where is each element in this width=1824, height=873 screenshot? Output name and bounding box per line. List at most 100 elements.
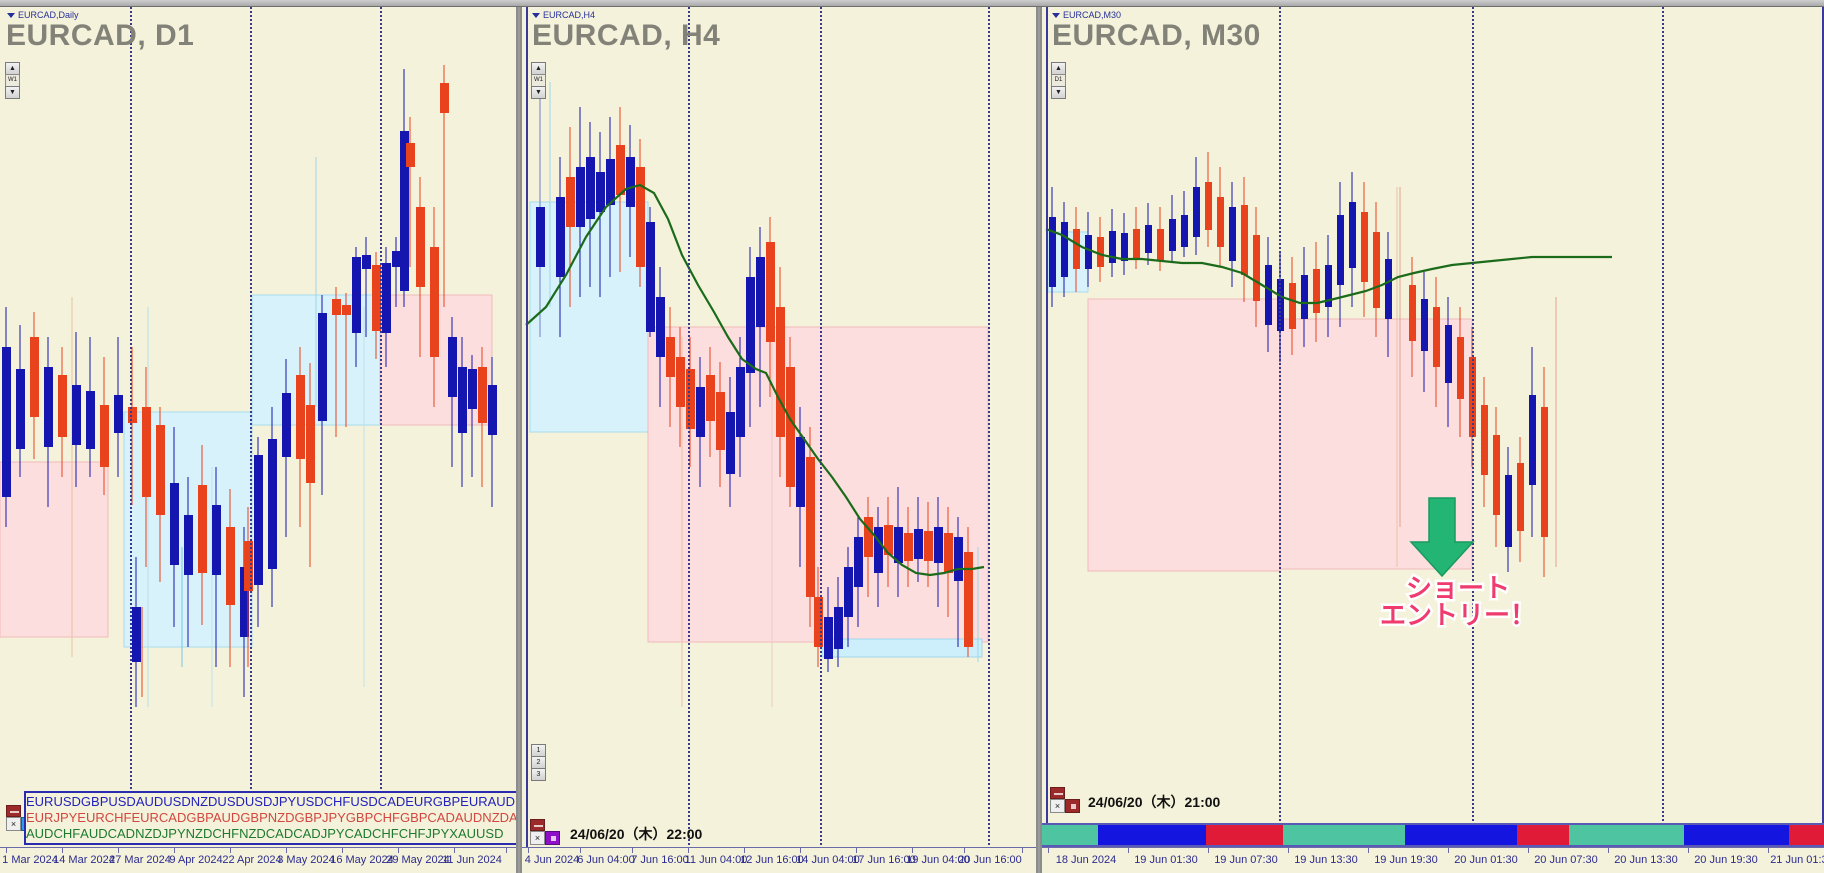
- pair-cell[interactable]: USDCHF: [296, 794, 351, 809]
- time-tick: 11 Jun 04:00: [684, 854, 748, 866]
- pair-cell[interactable]: NZDCAD: [239, 826, 294, 841]
- pair-cell[interactable]: AUDNZD: [454, 810, 510, 825]
- pair-cell[interactable]: GBPCAD: [399, 810, 455, 825]
- time-tick: 29 May 2024: [386, 854, 450, 866]
- pair-cell[interactable]: USDJPY: [244, 794, 297, 809]
- minimize-indicator-button-h4[interactable]: [530, 819, 545, 831]
- minimize-indicator-button-m30[interactable]: [1050, 787, 1065, 799]
- mini-label-text: EURCAD,H4: [543, 10, 596, 20]
- pair-cell[interactable]: GBPCHF: [345, 810, 400, 825]
- timeframe-stepper-m30[interactable]: ▲ D1 ▼: [1051, 62, 1066, 99]
- time-tick: 14 Jun 04:00: [796, 854, 860, 866]
- time-tick: 11 Jun 2024: [442, 854, 502, 866]
- period-separator: [1662, 7, 1664, 873]
- close-icon[interactable]: ×: [1050, 799, 1065, 813]
- down-arrow-icon: [1409, 497, 1475, 578]
- timeframe-down-button[interactable]: ▼: [1051, 86, 1066, 99]
- symbol-mini-label-h4[interactable]: EURCAD,H4: [532, 10, 595, 20]
- session-segment: [1516, 825, 1570, 845]
- pair-cell[interactable]: AUDCHF: [26, 826, 81, 841]
- pair-cell[interactable]: AUDUSD: [135, 794, 191, 809]
- pair-cell[interactable]: GBPJPY: [294, 810, 346, 825]
- close-icon[interactable]: ×: [530, 831, 545, 845]
- panel-divider: [1036, 7, 1038, 873]
- symbol-mini-label-m30[interactable]: EURCAD,M30: [1052, 10, 1121, 20]
- pair-cell[interactable]: CADCHF: [344, 826, 399, 841]
- chart-panel-h4[interactable]: EURCAD,H4 EURCAD, H4 ▲ W1 ▼ 1 2 3 × 24/0…: [520, 7, 1038, 873]
- timeframe-down-button[interactable]: ▼: [531, 86, 546, 99]
- time-tick: 7 Jun 16:00: [631, 854, 689, 866]
- chevron-down-icon[interactable]: [1052, 12, 1060, 18]
- pairs-row-cross-a[interactable]: EURJPY EURCHF EURCAD GBPAUD GBPNZD GBPJP…: [26, 810, 518, 826]
- session-segment: [1684, 825, 1790, 845]
- chevron-down-icon[interactable]: [532, 12, 540, 18]
- session-segment: [1282, 825, 1406, 845]
- time-tick: 17 Jun 16:00: [852, 854, 916, 866]
- pair-cell[interactable]: EURJPY: [26, 810, 78, 825]
- currency-pairs-matrix[interactable]: EURUSD GBPUSD AUDUSD NZDUSD USDJPY USDCH…: [24, 791, 518, 845]
- time-tick: 4 Jun 2024: [524, 854, 580, 866]
- session-segment: [1789, 825, 1824, 845]
- pairs-row-cross-b[interactable]: AUDCHF AUDCAD NZDJPY NZDCHF NZDCAD CADJP…: [26, 826, 518, 842]
- pair-cell[interactable]: NZDUSD: [190, 794, 245, 809]
- time-tick: 20 Jun 19:30: [1694, 854, 1758, 866]
- chevron-down-icon[interactable]: [7, 12, 15, 18]
- chart-canvas-d1[interactable]: EURCAD,Daily EURCAD, D1 ▲ W1 ▼ × EURUSD …: [0, 7, 518, 873]
- indicator-controls-h4[interactable]: ×: [530, 831, 560, 845]
- pair-cell[interactable]: GBPUSD: [80, 794, 136, 809]
- indicator-controls-m30[interactable]: ×: [1050, 799, 1080, 813]
- indicator-toggle-icon[interactable]: [1065, 799, 1080, 813]
- time-tick: 9 Apr 2024: [169, 854, 223, 866]
- panel-left-edge: [526, 7, 528, 873]
- pair-cell[interactable]: EURUSD: [26, 794, 81, 809]
- time-tick: 20 Jun 01:30: [1454, 854, 1518, 866]
- chart-panel-m30[interactable]: EURCAD,M30 EURCAD, M30 ▲ D1 ▼ ショート エントリー…: [1040, 7, 1824, 873]
- timeframe-down-button[interactable]: ▼: [5, 86, 20, 99]
- time-tick: 27 Mar 2024: [109, 854, 171, 866]
- time-axis-d1: 1 Mar 2024 14 Mar 2024 27 Mar 2024 9 Apr…: [0, 847, 518, 873]
- pair-cell[interactable]: NZDJPY: [135, 826, 186, 841]
- close-icon[interactable]: ×: [6, 817, 21, 831]
- timeframe-stepper-d1[interactable]: ▲ W1 ▼: [5, 62, 20, 99]
- chart-watermark-h4: EURCAD, H4: [532, 19, 721, 52]
- pair-cell[interactable]: EURCHF: [77, 810, 132, 825]
- pair-cell[interactable]: EURGBP: [405, 794, 461, 809]
- chart-canvas-h4[interactable]: EURCAD,H4 EURCAD, H4 ▲ W1 ▼ 1 2 3 × 24/0…: [522, 7, 1038, 873]
- session-segment: [1097, 825, 1207, 845]
- pair-cell[interactable]: CADJPY: [293, 826, 345, 841]
- time-tick: 19 Jun 04:00: [906, 854, 970, 866]
- layer-button-3[interactable]: 3: [531, 768, 546, 781]
- time-tick: 16 May 2024: [330, 854, 394, 866]
- window-topbar: [0, 0, 1824, 7]
- timeframe-current-label: W1: [5, 74, 20, 87]
- pair-cell[interactable]: GBPNZD: [240, 810, 295, 825]
- pair-cell[interactable]: EURCAD: [131, 810, 187, 825]
- chart-panel-d1[interactable]: EURCAD,Daily EURCAD, D1 ▲ W1 ▼ × EURUSD …: [0, 7, 518, 873]
- time-tick: 19 Jun 19:30: [1374, 854, 1438, 866]
- pair-cell[interactable]: GBPAUD: [186, 810, 241, 825]
- chart-plot-d1: [0, 7, 518, 847]
- pair-cell[interactable]: CHFJPY: [398, 826, 450, 841]
- period-separator: [250, 7, 252, 873]
- minimize-indicator-button-d1[interactable]: [6, 805, 21, 817]
- pair-cell[interactable]: USDCAD: [350, 794, 406, 809]
- pair-cell[interactable]: AUDCAD: [80, 826, 136, 841]
- pair-cell[interactable]: AUDJPY: [509, 810, 518, 825]
- pairs-row-usd[interactable]: EURUSD GBPUSD AUDUSD NZDUSD USDJPY USDCH…: [26, 794, 518, 810]
- session-segment: [1042, 825, 1098, 845]
- period-separator: [1472, 7, 1474, 873]
- pair-cell[interactable]: NZDCHF: [185, 826, 240, 841]
- pair-cell[interactable]: EURAUD: [460, 794, 516, 809]
- time-axis-m30: 18 Jun 2024 19 Jun 01:30 19 Jun 07:30 19…: [1042, 847, 1824, 873]
- session-indicator-bar[interactable]: [1042, 823, 1824, 847]
- timeframe-stepper-h4[interactable]: ▲ W1 ▼: [531, 62, 546, 99]
- indicator-toggle-icon[interactable]: [545, 831, 560, 845]
- time-tick: 20 Jun 07:30: [1534, 854, 1598, 866]
- panel-divider: [516, 7, 518, 873]
- layer-buttons-h4[interactable]: 1 2 3: [531, 744, 546, 781]
- pair-cell[interactable]: XAUUSD: [449, 826, 504, 841]
- period-separator: [820, 7, 822, 873]
- chart-canvas-m30[interactable]: EURCAD,M30 EURCAD, M30 ▲ D1 ▼ ショート エントリー…: [1042, 7, 1824, 873]
- symbol-mini-label-d1[interactable]: EURCAD,Daily: [7, 10, 79, 20]
